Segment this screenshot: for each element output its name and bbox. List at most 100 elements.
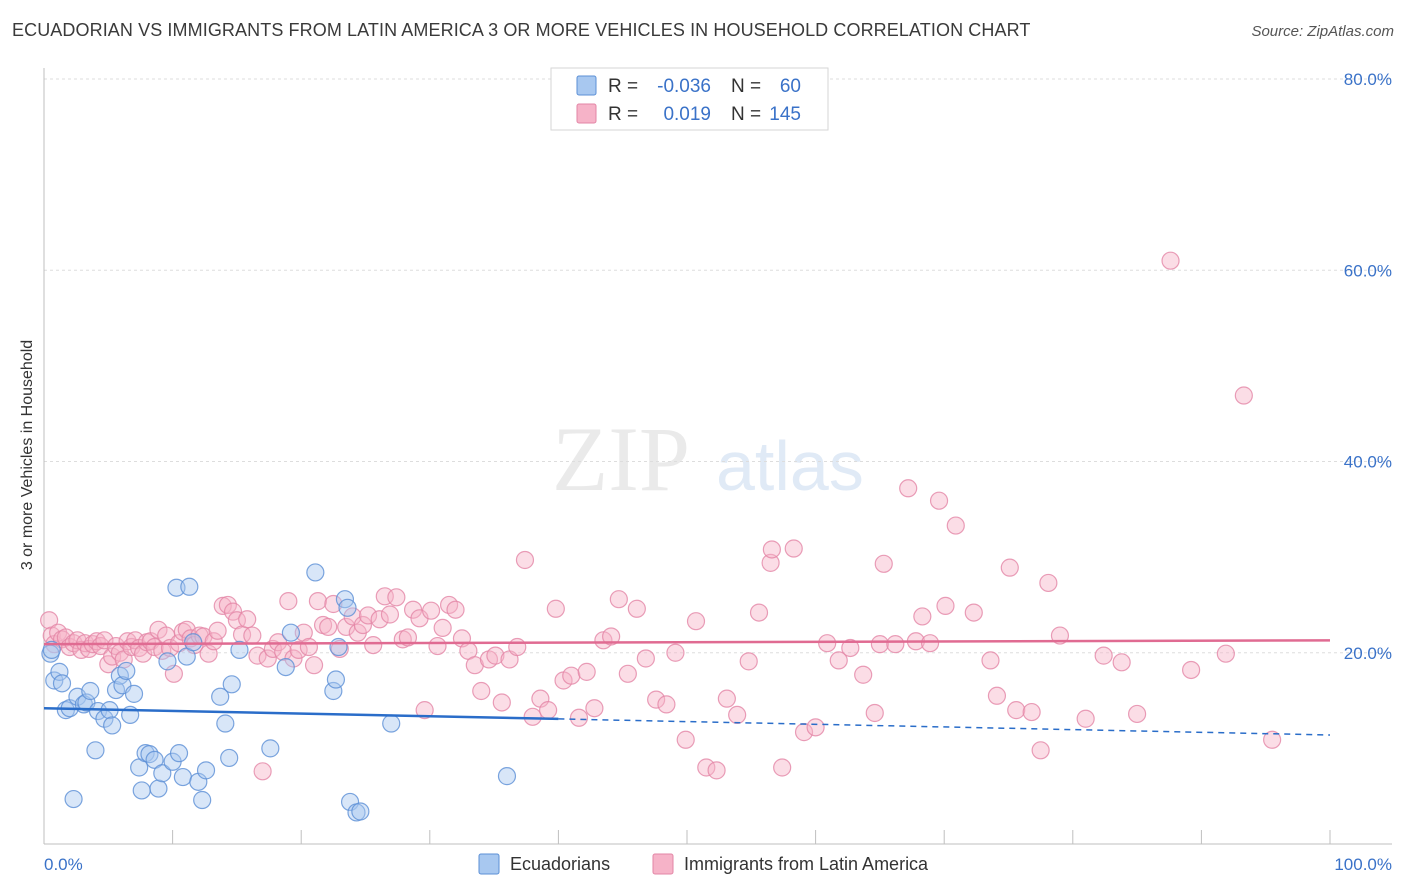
immigrant-point [676,730,695,749]
legend-r-value-1: -0.036 [657,76,711,97]
ecuadorian-point [42,640,61,659]
immigrant-point [728,705,747,725]
immigrant-point [1127,704,1147,724]
immigrant-point [818,634,837,653]
x-tick-label-max: 100.0% [1334,855,1392,874]
ecuadorian-point [149,779,168,798]
ecuadorian-point [230,640,249,659]
ecuadorian-point [81,681,100,701]
legend-r-label-2: R = [608,104,638,125]
ecuadorian-point [117,661,136,681]
immigrant-trend-line [43,639,1331,646]
legend-swatch-blue [576,75,597,96]
legend-n-label-2: N = [731,104,761,125]
immigrant-point [1234,386,1253,405]
immigrant-point [1094,646,1113,665]
series-immigrants-points [40,251,1282,781]
series-legend: Ecuadorians Immigrants from Latin Americ… [478,853,929,875]
immigrant-point [380,605,400,624]
immigrant-point [1050,626,1070,645]
immigrant-point [223,602,243,621]
immigrant-point [279,592,298,611]
legend-n-label-1: N = [731,76,761,97]
immigrant-point [353,615,373,635]
ecuadorian-point [497,767,517,786]
ecuadorian-point [193,790,212,810]
immigrant-point [874,554,893,573]
grid-lines [44,78,1392,654]
series-ecuadorians-points [41,563,517,822]
immigrant-point [569,708,589,727]
ecuadorian-point [324,681,343,701]
immigrant-point [204,632,223,651]
immigrant-point [841,638,860,658]
immigrant-point [1022,702,1041,722]
ecuadorian-point [158,652,177,671]
immigrant-point [773,758,792,777]
immigrant-point [636,649,655,668]
immigrant-point [1007,701,1026,720]
ecuadorian-point [196,761,216,780]
immigrant-point [609,590,628,609]
immigrant-point [324,594,343,614]
ecuadorian-point [184,633,203,652]
ecuadorian-point [220,748,239,768]
ecuadorian-point [64,789,83,809]
ecuadorian-point [145,750,164,769]
immigrant-point [647,690,666,709]
immigrant-point [253,762,272,781]
immigrant-point [370,610,389,629]
immigrant-point [486,646,505,665]
ecuadorian-point [86,741,105,760]
immigrant-point [515,550,535,570]
ecuadorian-point [169,744,189,763]
legend-r-value-2: 0.019 [663,104,711,125]
x-tick-label-min: 0.0% [44,855,83,874]
immigrant-point [508,637,527,657]
y-axis-labels: 20.0% 40.0% 60.0% 80.0% [1344,70,1392,663]
immigrant-point [319,617,338,637]
ecuadorian-trend-line-dashed [558,718,1331,736]
ecuadorian-point [167,578,186,597]
immigrant-point [428,636,447,656]
ecuadorian-point [261,739,280,758]
ecuadorian-point [382,714,401,733]
immigrant-point [1076,709,1095,728]
immigrant-point [717,689,736,708]
immigrant-point [1161,251,1180,270]
immigrant-point [913,607,932,626]
immigrant-point [238,610,257,629]
immigrant-point [666,643,685,662]
y-tick-label: 80.0% [1344,70,1392,89]
watermark-zip: ZIP [552,408,690,510]
immigrant-point [829,651,848,670]
immigrant-point [208,621,227,640]
immigrant-point [387,588,406,607]
immigrant-point [472,681,491,701]
immigrant-point [936,596,955,615]
immigrant-point [546,599,565,618]
immigrant-point [870,635,890,654]
immigrant-point [1112,653,1131,672]
ecuadorian-point [306,563,325,582]
immigrant-point [886,635,905,654]
ecuadorian-point [351,802,370,821]
legend-label-ecuadorians: Ecuadorians [510,854,610,874]
trend-lines [43,639,1331,736]
immigrant-point [618,664,637,683]
immigrant-point [40,611,59,630]
chart-title: ECUADORIAN VS IMMIGRANTS FROM LATIN AMER… [12,20,1031,40]
ecuadorian-trend-line [43,706,559,721]
immigrant-point [299,637,319,657]
immigrant-point [398,628,418,647]
immigrant-point [289,640,308,659]
immigrant-point [707,761,726,780]
immigrant-point [539,701,558,720]
ecuadorian-point [153,764,172,783]
ecuadorian-point [140,745,159,764]
immigrant-point [1216,644,1235,663]
immigrant-point [243,626,262,645]
immigrant-point [964,603,983,622]
immigrant-point [433,618,452,637]
